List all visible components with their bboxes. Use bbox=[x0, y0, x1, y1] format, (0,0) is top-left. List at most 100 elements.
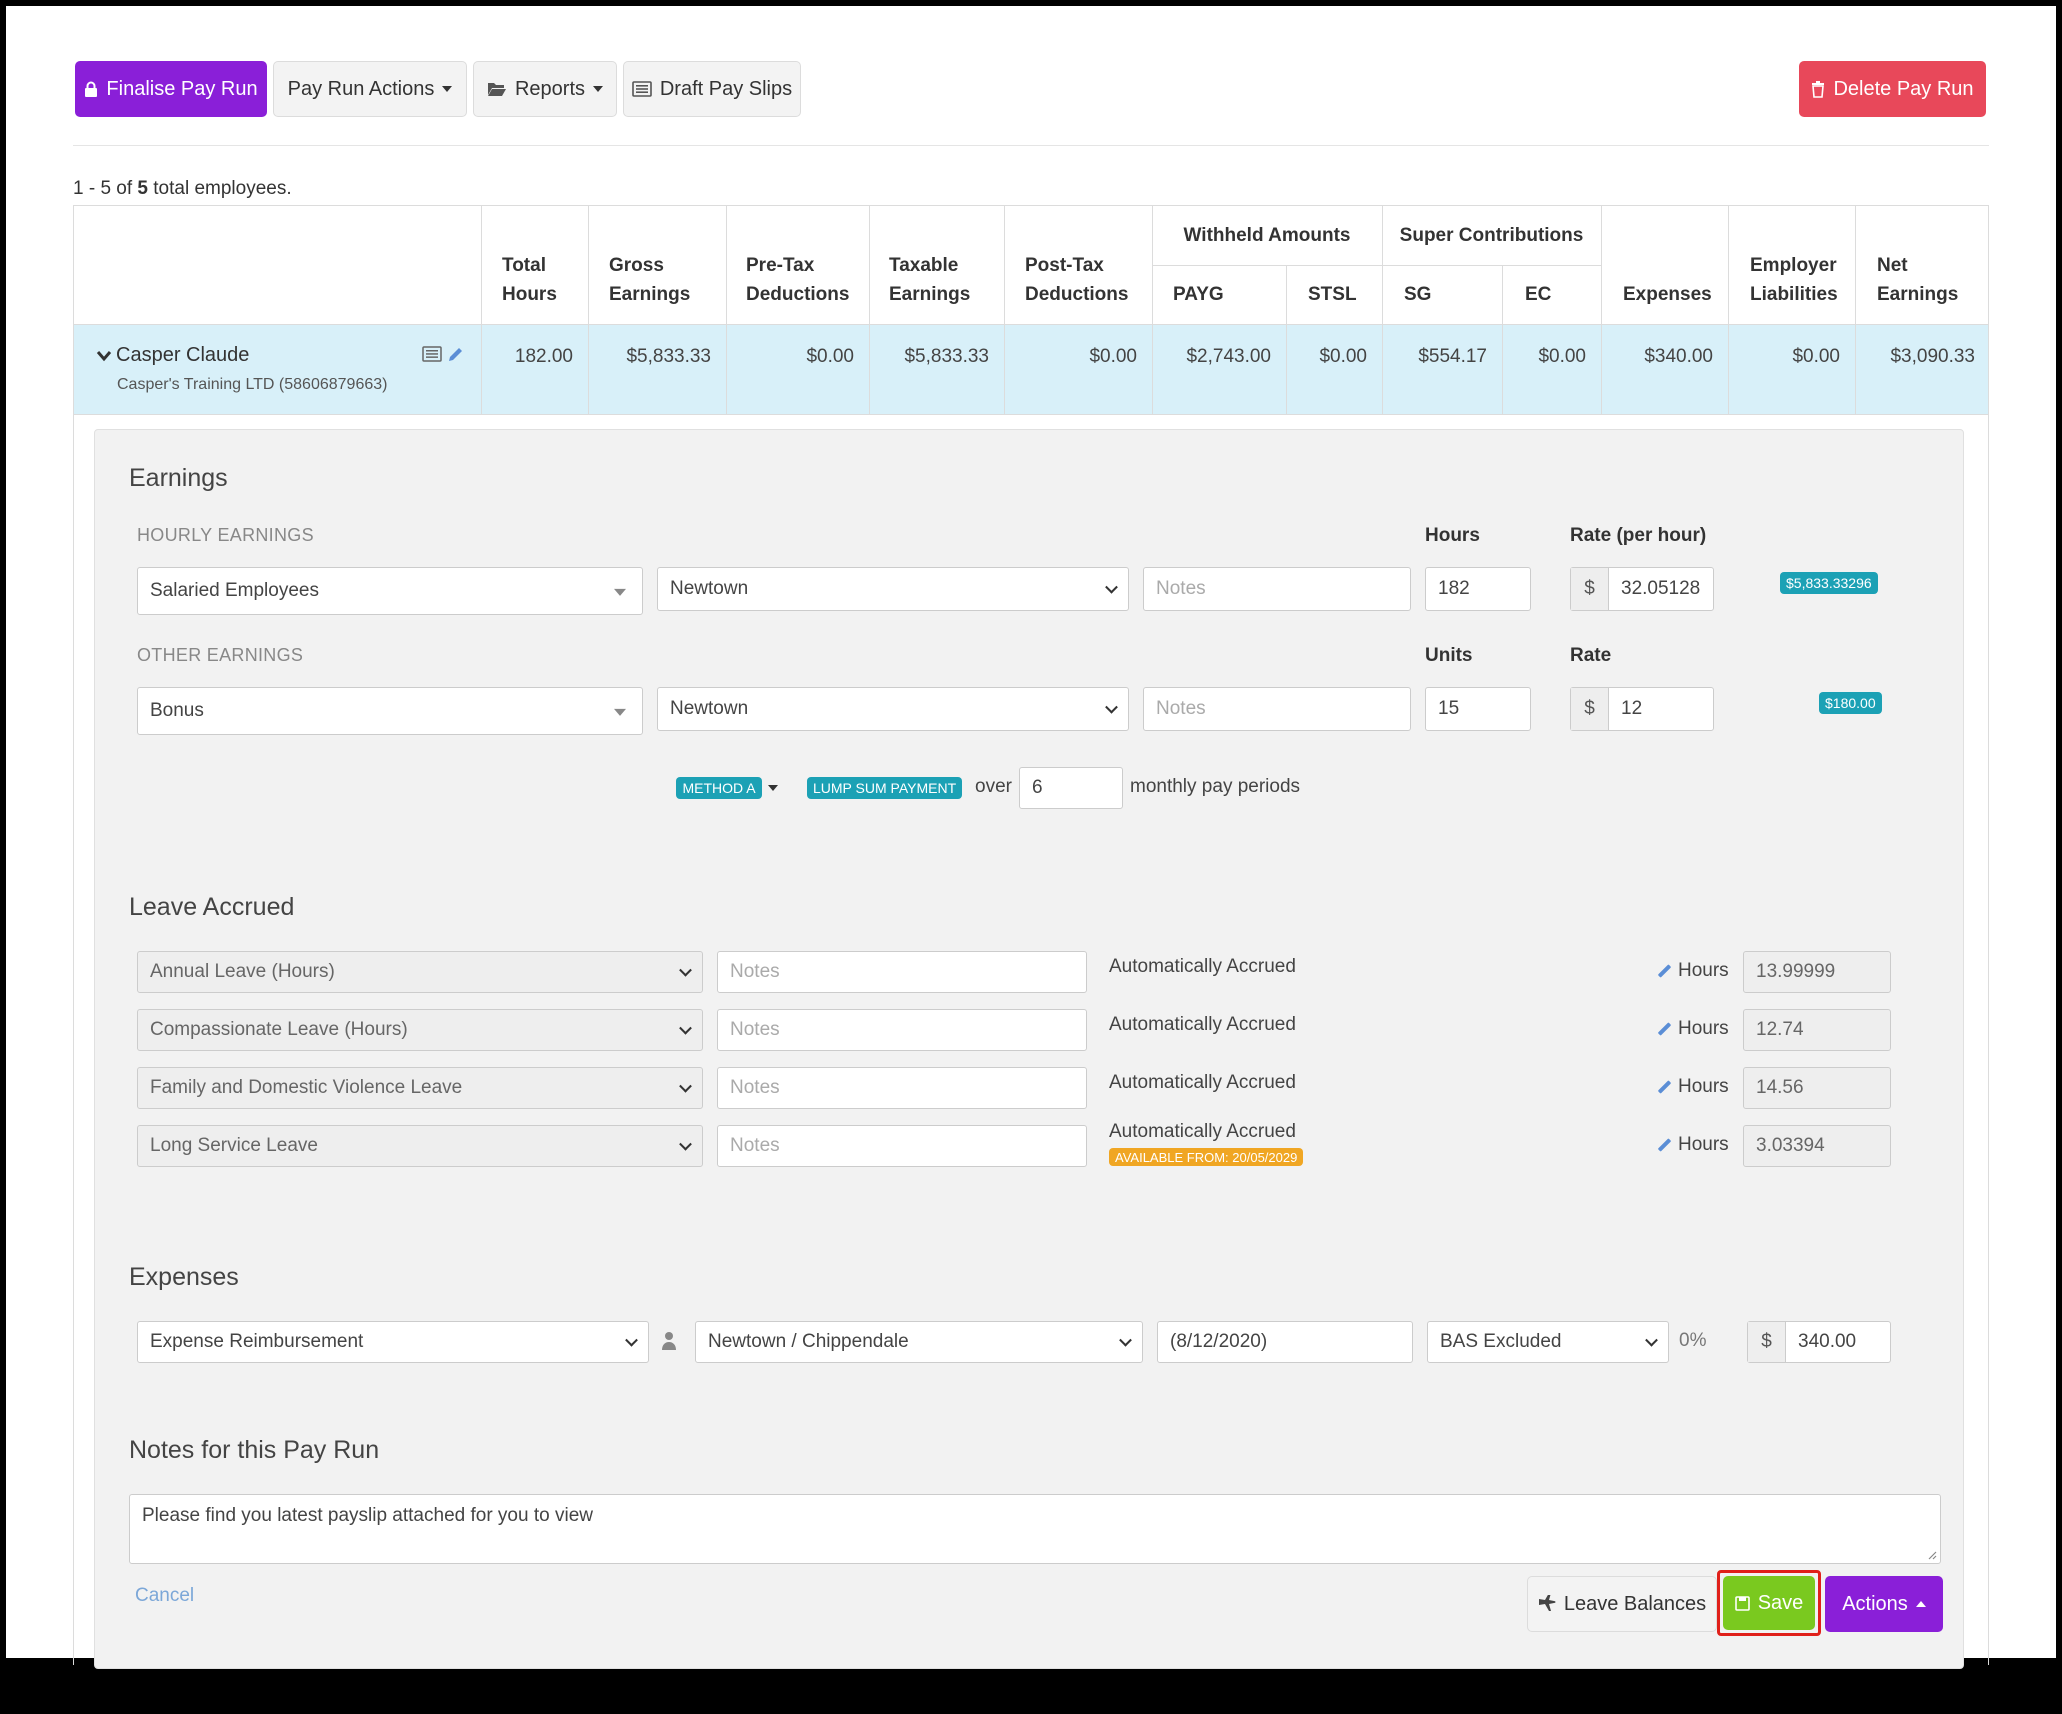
tax-code-select[interactable]: BAS Excluded bbox=[1427, 1321, 1669, 1363]
units-value: 15 bbox=[1438, 698, 1460, 719]
actions-dropdown[interactable]: Actions bbox=[1825, 1576, 1943, 1632]
leave-balances-button[interactable]: Leave Balances bbox=[1527, 1576, 1717, 1632]
draft-pay-slips-button[interactable]: Draft Pay Slips bbox=[623, 61, 801, 117]
other-notes-input[interactable]: Notes bbox=[1143, 687, 1411, 731]
col-net-earnings: Net Earnings bbox=[1877, 255, 1959, 305]
leave-hours-edit[interactable]: Hours bbox=[1657, 960, 1729, 982]
chevron-down-icon bbox=[679, 1079, 692, 1093]
payslip-preview-icon[interactable] bbox=[422, 346, 442, 367]
leave-type-select[interactable]: Long Service Leave bbox=[137, 1125, 703, 1167]
finalise-pay-run-button[interactable]: Finalise Pay Run bbox=[75, 61, 267, 117]
other-category-value: Bonus bbox=[150, 700, 204, 721]
leave-hours-label: Hours bbox=[1678, 960, 1729, 981]
leave-hours-input[interactable]: 13.99999 bbox=[1743, 951, 1891, 993]
leave-hours-input[interactable]: 14.56 bbox=[1743, 1067, 1891, 1109]
plane-icon bbox=[1538, 1595, 1556, 1611]
pay-run-actions-label: Pay Run Actions bbox=[287, 77, 435, 100]
cell-total-hours: 182.00 bbox=[514, 346, 573, 367]
save-button[interactable]: Save bbox=[1723, 1576, 1815, 1630]
expense-category-value: Expense Reimbursement bbox=[150, 1331, 364, 1352]
leave-status: Automatically Accrued bbox=[1109, 1014, 1296, 1035]
col-divider bbox=[1601, 206, 1602, 414]
expense-date-value: (8/12/2020) bbox=[1170, 1331, 1268, 1352]
leave-hours-value: 3.03394 bbox=[1756, 1135, 1825, 1156]
cell-expenses: $340.00 bbox=[1644, 346, 1713, 367]
col-divider bbox=[1004, 206, 1005, 414]
leave-notes-input[interactable]: Notes bbox=[717, 1125, 1087, 1167]
hourly-location-select[interactable]: Newtown bbox=[657, 567, 1129, 611]
pay-run-notes-value: Please find you latest payslip attached … bbox=[142, 1505, 593, 1526]
cell-sg: $554.17 bbox=[1418, 346, 1487, 367]
caret-down-icon bbox=[767, 785, 778, 791]
hourly-location-value: Newtown bbox=[670, 578, 749, 599]
col-gross-earnings: Gross Earnings bbox=[609, 255, 691, 305]
hours-input[interactable]: 182 bbox=[1425, 567, 1531, 611]
leave-hours-input[interactable]: 12.74 bbox=[1743, 1009, 1891, 1051]
hourly-notes-input[interactable]: Notes bbox=[1143, 567, 1411, 611]
pay-periods-input[interactable]: 6 bbox=[1019, 767, 1123, 809]
tax-code-value: BAS Excluded bbox=[1440, 1331, 1562, 1352]
other-location-select[interactable]: Newtown bbox=[657, 687, 1129, 731]
employee-detail-panel: Earnings HOURLY EARNINGS Hours Rate (per… bbox=[94, 429, 1964, 1669]
summary-prefix: 1 - 5 of bbox=[73, 178, 138, 199]
leave-hours-input[interactable]: 3.03394 bbox=[1743, 1125, 1891, 1167]
summary-count: 5 bbox=[137, 178, 148, 199]
expense-location-value: Newtown / Chippendale bbox=[708, 1331, 909, 1352]
expense-amount-input[interactable]: $ 340.00 bbox=[1747, 1321, 1891, 1363]
cell-gross-earnings: $5,833.33 bbox=[626, 346, 711, 367]
draft-pay-slips-label: Draft Pay Slips bbox=[659, 77, 793, 100]
leave-notes-input[interactable]: Notes bbox=[717, 1009, 1087, 1051]
leave-hours-edit[interactable]: Hours bbox=[1657, 1134, 1729, 1156]
pay-run-notes-textarea[interactable]: Please find you latest payslip attached … bbox=[129, 1494, 1941, 1564]
leave-hours-edit[interactable]: Hours bbox=[1657, 1076, 1729, 1098]
other-rate-input[interactable]: $ 12 bbox=[1570, 687, 1714, 731]
leave-type-select[interactable]: Family and Domestic Violence Leave bbox=[137, 1067, 703, 1109]
expense-date-input[interactable]: (8/12/2020) bbox=[1157, 1321, 1413, 1363]
earnings-title: Earnings bbox=[129, 464, 228, 492]
cancel-link[interactable]: Cancel bbox=[135, 1585, 195, 1606]
currency-addon: $ bbox=[1748, 1322, 1786, 1362]
dropdown-triangle-icon bbox=[614, 708, 626, 716]
hours-value: 182 bbox=[1438, 578, 1470, 599]
col-divider bbox=[481, 206, 482, 414]
leave-type-select[interactable]: Compassionate Leave (Hours) bbox=[137, 1009, 703, 1051]
currency-addon: $ bbox=[1571, 568, 1609, 610]
hourly-rate-input[interactable]: $ 32.05128 bbox=[1570, 567, 1714, 611]
leave-type-select[interactable]: Annual Leave (Hours) bbox=[137, 951, 703, 993]
resize-handle-icon[interactable] bbox=[1927, 1550, 1937, 1560]
col-divider bbox=[1728, 206, 1729, 414]
delete-pay-run-button[interactable]: Delete Pay Run bbox=[1799, 61, 1986, 117]
expense-location-select[interactable]: Newtown / Chippendale bbox=[695, 1321, 1143, 1363]
reports-dropdown[interactable]: Reports bbox=[473, 61, 617, 117]
hourly-category-select[interactable]: Salaried Employees bbox=[137, 567, 643, 615]
method-dropdown[interactable]: METHOD A bbox=[657, 764, 797, 812]
employee-row-highlight bbox=[74, 324, 1988, 414]
cell-stsl: $0.00 bbox=[1319, 346, 1367, 367]
leave-hours-label: Hours bbox=[1678, 1134, 1729, 1155]
col-sg: SG bbox=[1404, 284, 1432, 305]
employee-name-toggle[interactable]: Casper Claude bbox=[96, 344, 249, 367]
leave-notes-placeholder: Notes bbox=[730, 1135, 780, 1156]
hours-label: Hours bbox=[1425, 525, 1480, 546]
edit-pencil-icon[interactable] bbox=[446, 346, 464, 369]
col-payg: PAYG bbox=[1173, 284, 1224, 305]
lock-icon bbox=[85, 81, 98, 97]
caret-down-icon bbox=[593, 86, 604, 92]
cell-net-earnings: $3,090.33 bbox=[1890, 346, 1975, 367]
employees-table: Withheld Amounts Super Contributions Tot… bbox=[73, 205, 1989, 1665]
other-category-select[interactable]: Bonus bbox=[137, 687, 643, 735]
leave-hours-label: Hours bbox=[1678, 1076, 1729, 1097]
expense-category-select[interactable]: Expense Reimbursement bbox=[137, 1321, 649, 1363]
method-badge: METHOD A bbox=[676, 777, 762, 799]
chevron-down-icon bbox=[1119, 1333, 1132, 1347]
col-divider bbox=[1382, 206, 1383, 414]
leave-notes-input[interactable]: Notes bbox=[717, 951, 1087, 993]
save-label: Save bbox=[1757, 1591, 1804, 1614]
col-divider bbox=[726, 206, 727, 414]
col-employer-liabilities: Employer Liabilities bbox=[1750, 255, 1838, 305]
hourly-total-badge: $5,833.33296 bbox=[1780, 572, 1878, 594]
leave-notes-input[interactable]: Notes bbox=[717, 1067, 1087, 1109]
pay-run-actions-dropdown[interactable]: Pay Run Actions bbox=[273, 61, 467, 117]
units-input[interactable]: 15 bbox=[1425, 687, 1531, 731]
leave-hours-edit[interactable]: Hours bbox=[1657, 1018, 1729, 1040]
